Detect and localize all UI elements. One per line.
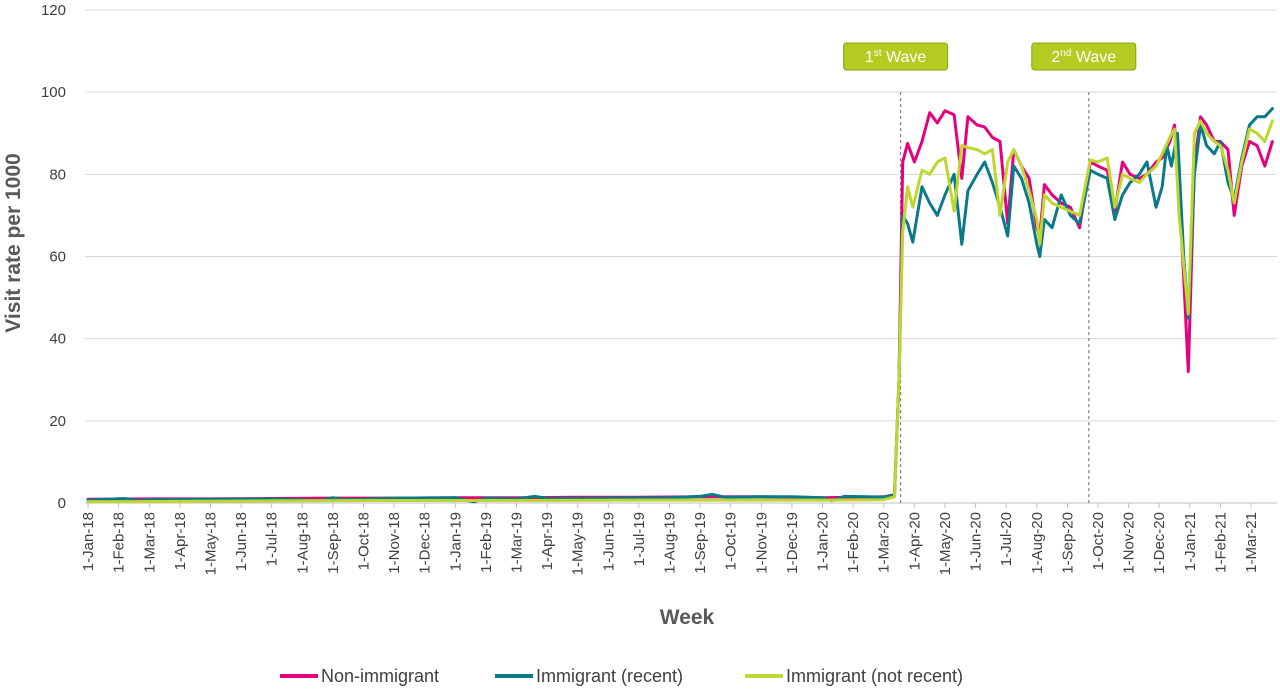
y-axis: 0 20 40 60 80 100 120 — [41, 2, 66, 512]
wave-label-box — [843, 42, 949, 71]
x-tick-label: 1-Nov-20 — [1121, 512, 1138, 574]
x-tick-label: 1-Jan-20 — [815, 512, 832, 571]
x-tick-label: 1-Aug-19 — [662, 512, 679, 574]
y-tick-label: 40 — [49, 331, 66, 348]
x-tick-label: 1-May-19 — [570, 512, 587, 575]
x-tick-label: 1-Jul-18 — [264, 512, 281, 566]
x-axis: 1-Jan-18 1-Feb-18 1-Mar-18 1-Apr-18 1-May-18… — [80, 503, 1260, 575]
x-tick-label: 1-Mar-19 — [509, 512, 526, 573]
legend-label: Immigrant (not recent) — [786, 666, 963, 686]
x-tick-label: 1-Jun-19 — [600, 512, 617, 571]
wave-label: 1st Wave — [865, 48, 927, 66]
x-tick-label: 1-Mar-18 — [141, 512, 158, 573]
x-tick-label: 1-Dec-18 — [417, 512, 434, 574]
x-tick-label: 1-Jan-18 — [80, 512, 97, 571]
series-lines — [86, 107, 1274, 504]
x-tick-label: 1-May-18 — [202, 512, 219, 575]
x-tick-label: 1-Apr-18 — [172, 512, 189, 570]
gridlines — [85, 9, 1277, 504]
legend-label: Immigrant (recent) — [536, 666, 683, 686]
x-tick-label: 1-Nov-18 — [386, 512, 403, 574]
legend-label: Non-immigrant — [321, 666, 439, 686]
y-tick-label: 80 — [49, 166, 66, 183]
x-tick-label: 1-Dec-19 — [784, 512, 801, 574]
wave-divider-lines — [899, 92, 1090, 503]
x-tick-label: 1-Feb-18 — [111, 512, 128, 573]
x-tick-label: 1-May-20 — [937, 512, 954, 575]
x-tick-label: 1-Oct-18 — [355, 512, 372, 570]
y-axis-title: Visit rate per 1000 — [2, 153, 25, 332]
x-tick-label: 1-Feb-20 — [845, 512, 862, 573]
wave-labels: 1st Wave 2nd Wave — [843, 42, 1137, 71]
x-tick-label: 1-Jan-21 — [1182, 512, 1199, 571]
x-tick-label: 1-Apr-20 — [906, 512, 923, 570]
x-tick-label: 1-Jan-19 — [447, 512, 464, 571]
x-axis-title: Week — [660, 606, 715, 629]
x-tick-label: 1-Nov-19 — [753, 512, 770, 574]
x-tick-label: 1-Apr-19 — [539, 512, 556, 570]
x-tick-label: 1-Feb-19 — [478, 512, 495, 573]
y-tick-label: 60 — [49, 249, 66, 266]
x-tick-label: 1-Jun-20 — [968, 512, 985, 571]
x-tick-label: 1-Dec-20 — [1151, 512, 1168, 574]
x-tick-label: 1-Jul-19 — [631, 512, 648, 566]
x-tick-label: 1-Oct-20 — [1090, 512, 1107, 570]
x-tick-label: 1-Aug-20 — [1029, 512, 1046, 574]
x-tick-label: 1-Oct-19 — [723, 512, 740, 570]
series-line — [86, 107, 1274, 504]
x-tick-label: 1-Sep-18 — [325, 512, 342, 574]
x-tick-label: 1-Jun-18 — [233, 512, 250, 571]
y-tick-label: 120 — [41, 2, 66, 19]
wave-label-box — [1031, 42, 1137, 71]
x-tick-label: 1-Mar-20 — [876, 512, 893, 573]
x-tick-label: 1-Feb-21 — [1212, 512, 1229, 573]
x-tick-label: 1-Sep-19 — [692, 512, 709, 574]
series-line — [86, 109, 1274, 501]
x-tick-label: 1-Mar-21 — [1243, 512, 1260, 573]
y-tick-label: 20 — [49, 413, 66, 430]
legend: Non-immigrant Immigrant (recent) Immigrant… — [280, 666, 963, 686]
y-tick-label: 100 — [41, 84, 66, 101]
wave-label: 2nd Wave — [1051, 48, 1116, 66]
y-tick-label: 0 — [58, 495, 66, 512]
x-tick-label: 1-Sep-20 — [1059, 512, 1076, 574]
x-tick-label: 1-Jul-20 — [998, 512, 1015, 566]
x-tick-label: 1-Aug-18 — [294, 512, 311, 574]
series-line — [86, 119, 1274, 504]
